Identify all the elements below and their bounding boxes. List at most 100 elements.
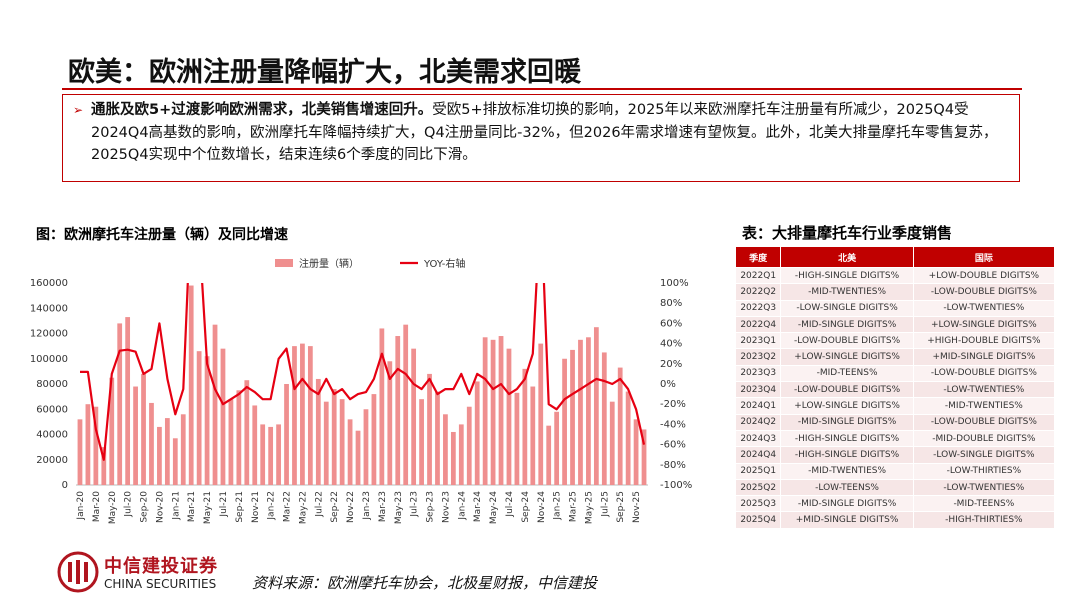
- table-title: 表：大排量摩托车行业季度销售: [742, 224, 953, 242]
- bar: [363, 409, 369, 485]
- table-cell: 2025Q2: [734, 478, 782, 497]
- bar: [506, 348, 512, 485]
- table-header-cell: 北美: [780, 246, 914, 268]
- table-cell: +HIGH-DOUBLE DIGITS%: [912, 332, 1056, 350]
- table-row: 2022Q4 -MID-SINGLE DIGITS% +LOW-SINGLE DIG…: [734, 315, 1056, 334]
- chart: 0 20000 40000 60000 80000 100000 120000 140000 1…: [30, 257, 692, 524]
- y2-tick-label: -20%: [660, 399, 686, 410]
- bar: [609, 401, 615, 485]
- y-tick-label: 120000: [30, 329, 68, 340]
- table-row: 2023Q4 -LOW-DOUBLE DIGITS% -LOW-TWENTIES%: [734, 381, 1056, 399]
- bar: [379, 328, 385, 485]
- table-cell: 2023Q1: [734, 332, 782, 350]
- x-tick-label: Nov-25: [632, 491, 642, 523]
- x-tick-label: Jan-22: [267, 491, 277, 521]
- table-cell: -MID-DOUBLE DIGITS%: [912, 429, 1056, 448]
- bar: [188, 285, 194, 485]
- bar: [149, 402, 154, 485]
- table-cell: -LOW-DOUBLE DIGITS%: [780, 332, 914, 350]
- table-cell: -HIGH-THIRTIES%: [912, 511, 1056, 529]
- bar: [562, 358, 567, 485]
- x-tick-label: Nov-24: [537, 491, 547, 523]
- x-tick-label: May-23: [394, 491, 404, 524]
- x-tick-label: Mar-23: [378, 491, 388, 522]
- table-cell: -HIGH-SINGLE DIGITS%: [780, 446, 914, 464]
- bar: [593, 327, 599, 485]
- bar: [252, 405, 258, 485]
- table-row: 2025Q1 -MID-TWENTIES% -LOW-THIRTIES%: [734, 462, 1056, 480]
- x-tick-label: Mar-25: [569, 491, 579, 522]
- y-tick-label: 60000: [36, 404, 68, 415]
- bar: [300, 343, 305, 485]
- table-cell: +MID-SINGLE DIGITS%: [780, 511, 914, 529]
- summary-text: 受欧5+排放标准切换的影响，2025年以来欧洲摩托车注册量有所减少，2025Q4…: [91, 102, 998, 163]
- table-cell: -MID-TWENTIES%: [912, 397, 1056, 415]
- table-cell: -MID-SINGLE DIGITS%: [780, 315, 914, 334]
- bar: [554, 411, 560, 485]
- bar: [339, 399, 345, 485]
- bar: [268, 426, 274, 485]
- bar: [395, 336, 401, 485]
- bar: [586, 337, 591, 485]
- table-row: 2025Q2 -LOW-TEENS% -LOW-TWENTIES%: [734, 478, 1056, 497]
- x-tick-label: Jul-24: [505, 491, 515, 518]
- logo-icon: [57, 551, 99, 593]
- y2-tick-label: 60%: [660, 318, 682, 329]
- bar: [514, 392, 520, 485]
- y-tick-label: 20000: [36, 455, 68, 466]
- table-cell: 2025Q1: [734, 462, 782, 480]
- y2-tick-label: -80%: [660, 460, 686, 471]
- x-tick-label: Mar-20: [92, 491, 102, 522]
- bullet: ➢: [73, 103, 84, 117]
- title-rule: [62, 88, 1022, 90]
- table-cell: -MID-TEENS%: [912, 495, 1056, 513]
- x-tick-label: Nov-22: [346, 491, 356, 523]
- x-tick-label: Mar-22: [283, 491, 293, 522]
- table-cell: +LOW-SINGLE DIGITS%: [780, 348, 914, 366]
- table-row: 2023Q1 -LOW-DOUBLE DIGITS% +HIGH-DOUBLE DI…: [734, 332, 1056, 350]
- bar: [164, 418, 170, 485]
- bar: [522, 368, 528, 485]
- x-tick-label: Jul-21: [219, 491, 229, 518]
- line: [80, 283, 646, 461]
- table-cell: -MID-TWENTIES%: [780, 462, 914, 480]
- x-tick-label: Jan-24: [457, 491, 467, 521]
- y2-tick-label: 40%: [660, 339, 682, 350]
- bar: [538, 343, 544, 485]
- x-tick-label: Jan-23: [362, 491, 372, 521]
- table-cell: -LOW-SINGLE DIGITS%: [912, 446, 1056, 464]
- bar: [371, 394, 377, 485]
- bar: [276, 424, 281, 485]
- bar: [474, 381, 480, 485]
- bar: [244, 380, 250, 485]
- bar: [323, 401, 329, 485]
- table-row: 2022Q1 -HIGH-SINGLE DIGITS% +LOW-DOUBLE DI…: [734, 266, 1056, 285]
- table-cell: -HIGH-SINGLE DIGITS%: [780, 266, 914, 285]
- table-row: 2024Q1 +LOW-SINGLE DIGITS% -MID-TWENTIES%: [734, 397, 1056, 415]
- bar: [109, 377, 115, 485]
- table-cell: 2022Q2: [734, 283, 782, 301]
- table-cell: -LOW-SINGLE DIGITS%: [780, 299, 914, 317]
- y2-tick-label: 80%: [660, 298, 682, 309]
- bar: [307, 346, 313, 485]
- table-cell: 2023Q2: [734, 348, 782, 366]
- bar: [387, 361, 393, 485]
- table-cell: 2022Q1: [734, 266, 782, 285]
- x-tick-label: Mar-21: [187, 491, 197, 522]
- bar: [331, 389, 337, 485]
- bar: [625, 391, 631, 485]
- table-cell: +LOW-DOUBLE DIGITS%: [912, 266, 1056, 285]
- table-row: 2024Q4 -HIGH-SINGLE DIGITS% -LOW-SINGLE DI…: [734, 446, 1056, 464]
- bar: [419, 399, 424, 485]
- logo-subtext: CHINA SECURITIES: [104, 577, 217, 591]
- table-cell: 2023Q3: [734, 364, 782, 383]
- bar: [180, 414, 186, 485]
- table-cell: -LOW-TWENTIES%: [912, 299, 1056, 317]
- bar: [260, 424, 266, 485]
- table-cell: -MID-TWENTIES%: [780, 283, 914, 301]
- y2-tick-label: -100%: [660, 480, 692, 491]
- y-tick-label: 40000: [36, 430, 68, 441]
- table-cell: -LOW-TWENTIES%: [912, 381, 1056, 399]
- table-cell: -LOW-DOUBLE DIGITS%: [912, 283, 1056, 301]
- table-header-cell: 国际: [912, 246, 1056, 268]
